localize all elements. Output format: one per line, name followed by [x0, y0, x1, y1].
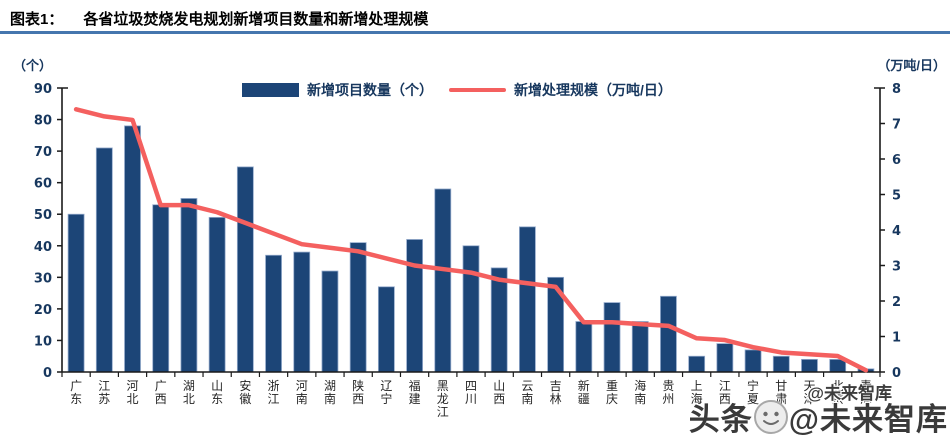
- left-axis-tick-label: 30: [34, 271, 52, 286]
- bar-上海: [688, 355, 706, 373]
- left-axis-tick-label: 10: [34, 334, 52, 349]
- x-axis-label-山东: 山东: [211, 379, 224, 406]
- right-axis-tick-label: 7: [892, 118, 901, 133]
- figure-header: 图表1： 各省垃圾焚烧发电规划新增项目数量和新增处理规模: [10, 8, 428, 29]
- right-axis-tick-label: 4: [892, 224, 901, 239]
- title-rule: [0, 31, 950, 34]
- x-axis-label-重庆: 重庆: [606, 379, 619, 406]
- bar-宁夏: [744, 349, 762, 373]
- right-axis-tick-label: 3: [892, 260, 901, 275]
- bar-云南: [519, 226, 536, 373]
- x-axis-label-福建: 福建: [408, 379, 421, 406]
- x-axis-label-海南: 海南: [634, 379, 647, 406]
- left-axis-tick-label: 90: [34, 82, 52, 97]
- bar-广西: [152, 204, 170, 373]
- x-axis-label-湖南: 湖南: [323, 379, 336, 406]
- x-axis-label-青海: 青海: [859, 379, 872, 406]
- x-axis-label-黑龙江: 黑龙江: [436, 379, 449, 419]
- bar-安徽: [236, 166, 254, 373]
- bar-福建: [406, 239, 423, 373]
- x-axis-label-山西: 山西: [493, 379, 506, 406]
- bar-黑龙江: [434, 188, 452, 373]
- right-axis-tick-label: 0: [892, 366, 901, 381]
- x-axis-label-河南: 河南: [295, 379, 308, 406]
- bar-浙江: [265, 254, 282, 373]
- bar-重庆: [603, 302, 621, 373]
- bar-河北: [124, 125, 141, 373]
- right-axis-tick-label: 1: [892, 331, 901, 346]
- x-axis-label-新疆: 新疆: [577, 379, 590, 406]
- bar-山西: [490, 267, 508, 373]
- right-axis-unit: （万吨/日）: [877, 58, 946, 73]
- right-axis-tick-label: 5: [892, 189, 901, 204]
- bar-海南: [631, 321, 649, 373]
- bar-江苏: [95, 147, 113, 373]
- line-series: [73, 107, 869, 373]
- left-axis-tick-label: 60: [34, 177, 52, 192]
- bar-山东: [208, 216, 226, 373]
- x-axis-label-上海: 上海: [690, 379, 703, 406]
- figure-title: 各省垃圾焚烧发电规划新增项目数量和新增处理规模: [83, 11, 429, 28]
- bar-新疆: [575, 321, 593, 373]
- x-axis-label-浙江: 浙江: [267, 379, 280, 406]
- left-axis-tick-label: 0: [43, 366, 52, 381]
- x-axis-label-安徽: 安徽: [239, 379, 252, 406]
- bar-甘肃: [772, 355, 790, 373]
- right-axis-tick-label: 2: [892, 295, 901, 310]
- x-axis-label-北京: 北京: [831, 379, 844, 406]
- left-axis-tick-label: 50: [34, 208, 52, 223]
- bar-天津: [801, 358, 818, 373]
- x-axis-label-宁夏: 宁夏: [747, 379, 760, 406]
- bar-四川: [462, 245, 480, 373]
- x-axis-label-贵州: 贵州: [662, 379, 675, 406]
- x-axis-label-江苏: 江苏: [98, 379, 111, 406]
- bar-贵州: [660, 295, 677, 373]
- bar-陕西: [349, 242, 367, 373]
- x-axis-label-辽宁: 辽宁: [380, 379, 393, 406]
- bar-辽宁: [377, 286, 395, 373]
- bar-湖北: [180, 198, 198, 373]
- bar-湖南: [321, 270, 339, 373]
- x-axis-label-江西: 江西: [718, 379, 731, 406]
- x-axis-label-吉林: 吉林: [549, 379, 562, 406]
- bar-广东: [67, 213, 85, 373]
- legend-line-swatch-icon: [449, 88, 506, 92]
- x-axis-label-四川: 四川: [464, 379, 477, 406]
- left-axis-tick-label: 20: [34, 303, 52, 318]
- x-axis-label-广东: 广东: [70, 379, 83, 406]
- legend-item-line: 新增处理规模（万吨/日）: [449, 80, 672, 100]
- x-axis-label-云南: 云南: [521, 379, 534, 406]
- bar-河南: [293, 251, 311, 373]
- legend-bar-swatch-icon: [242, 83, 299, 97]
- x-axis-label-甘肃: 甘肃: [775, 379, 788, 406]
- bar-江西: [716, 343, 734, 373]
- left-axis-tick-label: 80: [34, 114, 52, 129]
- right-axis-tick-label: 8: [892, 82, 901, 97]
- x-axis-label-天津: 天津: [803, 379, 816, 406]
- figure-label: 图表1：: [10, 11, 64, 28]
- chart-legend: 新增项目数量（个） 新增处理规模（万吨/日）: [242, 80, 672, 100]
- legend-line-label: 新增处理规模（万吨/日）: [514, 82, 672, 98]
- x-axis-label-陕西: 陕西: [352, 379, 365, 406]
- right-axis-tick-label: 6: [892, 153, 901, 168]
- x-axis-label-广西: 广西: [154, 379, 167, 406]
- legend-bar-label: 新增项目数量（个）: [307, 82, 433, 98]
- legend-item-bars: 新增项目数量（个）: [242, 80, 433, 100]
- left-axis-unit: （个）: [13, 58, 53, 73]
- left-axis-tick-label: 40: [34, 240, 52, 255]
- x-axis-label-湖北: 湖北: [182, 379, 195, 406]
- left-axis-tick-label: 70: [34, 145, 52, 160]
- x-axis-label-河北: 河北: [126, 379, 139, 406]
